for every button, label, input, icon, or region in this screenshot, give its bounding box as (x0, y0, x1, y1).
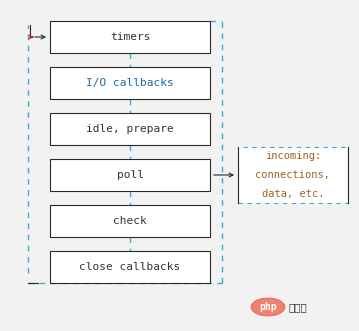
Bar (50, 113, 210, 145)
Bar (50, 21, 210, 53)
Text: data, etc.: data, etc. (262, 189, 324, 199)
Text: 中文网: 中文网 (289, 302, 307, 312)
Bar (50, 159, 210, 191)
Bar (50, 67, 210, 99)
Text: I/O callbacks: I/O callbacks (86, 78, 174, 88)
Text: close callbacks: close callbacks (79, 262, 181, 272)
Text: timers: timers (110, 32, 150, 42)
Text: poll: poll (117, 170, 144, 180)
Bar (50, 251, 210, 283)
Text: php: php (259, 302, 277, 312)
Text: check: check (113, 216, 147, 226)
Text: incoming:: incoming: (265, 151, 321, 161)
Bar (238, 147, 348, 203)
Bar (50, 205, 210, 237)
Text: idle, prepare: idle, prepare (86, 124, 174, 134)
Text: connections,: connections, (256, 170, 331, 180)
Ellipse shape (251, 298, 285, 316)
